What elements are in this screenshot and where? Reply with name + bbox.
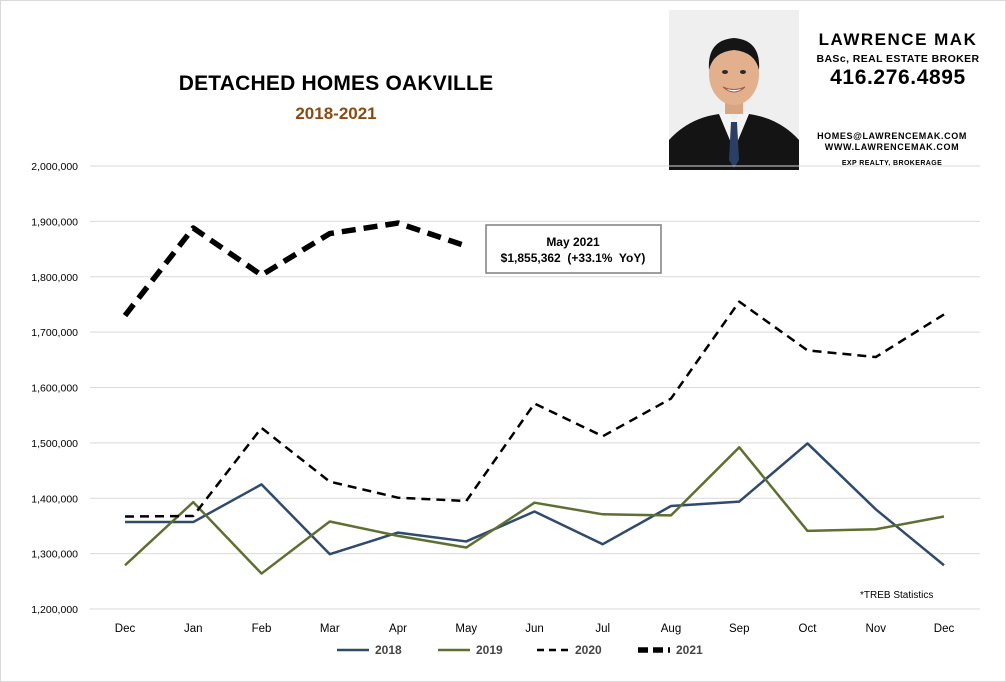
chart-title: DETACHED HOMES OAKVILLE — [178, 72, 494, 95]
source-footnote: *TREB Statistics — [860, 590, 934, 601]
y-tick-label: 2,000,000 — [31, 161, 78, 173]
agent-email: HOMES@LAWRENCEMAK.COM — [817, 131, 967, 141]
agent-photo — [669, 10, 799, 170]
y-tick-label: 1,600,000 — [31, 383, 78, 395]
y-tick-label: 1,400,000 — [31, 493, 78, 505]
legend-label-2019: 2019 — [476, 643, 503, 657]
agent-contact: HOMES@LAWRENCEMAK.COM WWW.LAWRENCEMAK.CO… — [812, 131, 972, 169]
annotation-line-1: May 2021 — [546, 235, 600, 249]
legend-label-2020: 2020 — [575, 643, 602, 657]
legend-label-2021: 2021 — [676, 643, 703, 657]
agent-portrait-image — [669, 10, 799, 170]
series-line-2021 — [122, 220, 468, 318]
series-line-2019 — [124, 446, 945, 575]
title-block: DETACHED HOMES OAKVILLE 2018-2021 — [150, 72, 522, 124]
x-axis-tick-labels: Dec Jan Feb Mar Apr May Jun Jul Aug Sep Oct Nov Dec — [115, 623, 955, 635]
y-tick-label: 1,900,000 — [31, 216, 78, 228]
annotation: May 2021 $1,855,362 (+33.1% YoY) — [485, 224, 662, 274]
y-tick-label: 1,700,000 — [31, 327, 78, 339]
legend-label-2018: 2018 — [375, 643, 402, 657]
x-tick-label: Jul — [595, 623, 610, 635]
y-tick-label: 1,500,000 — [31, 438, 78, 450]
agent-phone: 416.276.4895 — [830, 66, 966, 89]
agent-info: LAWRENCE MAK BASc, REAL ESTATE BROKER 41… — [812, 30, 984, 90]
agent-website: WWW.LAWRENCEMAK.COM — [824, 142, 960, 152]
y-tick-label: 1,800,000 — [31, 272, 78, 284]
annotation-line-2: $1,855,362 (+33.1% YoY) — [501, 251, 646, 265]
x-tick-label: Nov — [866, 623, 887, 635]
x-tick-label: Aug — [661, 623, 681, 635]
annotation-box — [485, 224, 662, 274]
x-tick-label: Sep — [729, 623, 749, 635]
legend: 2018 2019 2020 2021 — [337, 643, 703, 657]
y-tick-label: 1,300,000 — [31, 549, 78, 561]
x-tick-label: Apr — [389, 623, 407, 635]
x-tick-label: Jun — [525, 623, 544, 635]
y-tick-label: 1,200,000 — [31, 604, 78, 616]
agent-credentials: BASc, REAL ESTATE BROKER — [816, 53, 980, 65]
agent-name: LAWRENCE MAK — [818, 30, 978, 49]
y-axis-tick-labels: 1,200,000 1,300,000 1,400,000 1,500,000 1,60… — [31, 161, 78, 616]
x-tick-label: Mar — [320, 623, 340, 635]
x-tick-label: Dec — [115, 623, 136, 635]
x-tick-label: May — [455, 623, 477, 635]
series-line-2018 — [125, 442, 945, 567]
series-line-2020 — [124, 300, 945, 518]
x-tick-label: Oct — [799, 623, 818, 635]
series-lines — [122, 220, 945, 575]
x-tick-label: Jan — [184, 623, 203, 635]
x-tick-label: Feb — [252, 623, 272, 635]
agent-brokerage: EXP REALTY, BROKERAGE — [841, 160, 943, 167]
chart-subtitle: 2018-2021 — [295, 104, 377, 123]
x-tick-label: Dec — [934, 623, 955, 635]
